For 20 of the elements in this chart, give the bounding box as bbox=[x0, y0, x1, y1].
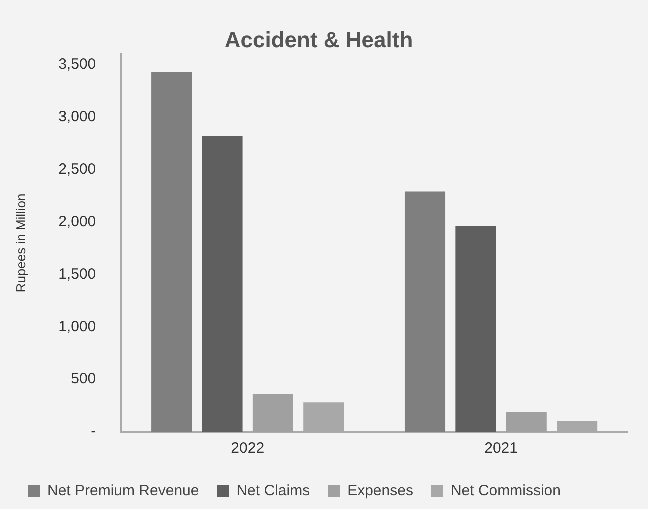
y-tick-label: 3,000 bbox=[58, 108, 96, 126]
legend-label: Net Claims bbox=[236, 482, 310, 500]
y-tick-label: 1,000 bbox=[58, 318, 96, 336]
y-tick-label: 1,500 bbox=[58, 266, 96, 283]
legend-label: Net Commission bbox=[450, 482, 561, 500]
bar bbox=[456, 226, 496, 432]
y-tick-label: - bbox=[91, 423, 96, 440]
y-axis-title: Rupees in Million bbox=[13, 194, 28, 293]
legend-label: Expenses bbox=[348, 482, 414, 500]
y-tick-label: 2,500 bbox=[58, 160, 96, 178]
legend-label: Net Premium Revenue bbox=[48, 482, 200, 500]
bar bbox=[152, 72, 192, 432]
y-tick-label: 3,500 bbox=[58, 56, 96, 74]
y-tick-label: 2,000 bbox=[58, 213, 96, 230]
bar bbox=[202, 136, 243, 432]
x-tick-label: 2021 bbox=[484, 440, 518, 458]
y-tick-label: 500 bbox=[71, 370, 96, 388]
x-tick-label: 2022 bbox=[231, 440, 265, 458]
chart-title: Accident & Health bbox=[224, 27, 414, 52]
bar bbox=[404, 192, 446, 432]
